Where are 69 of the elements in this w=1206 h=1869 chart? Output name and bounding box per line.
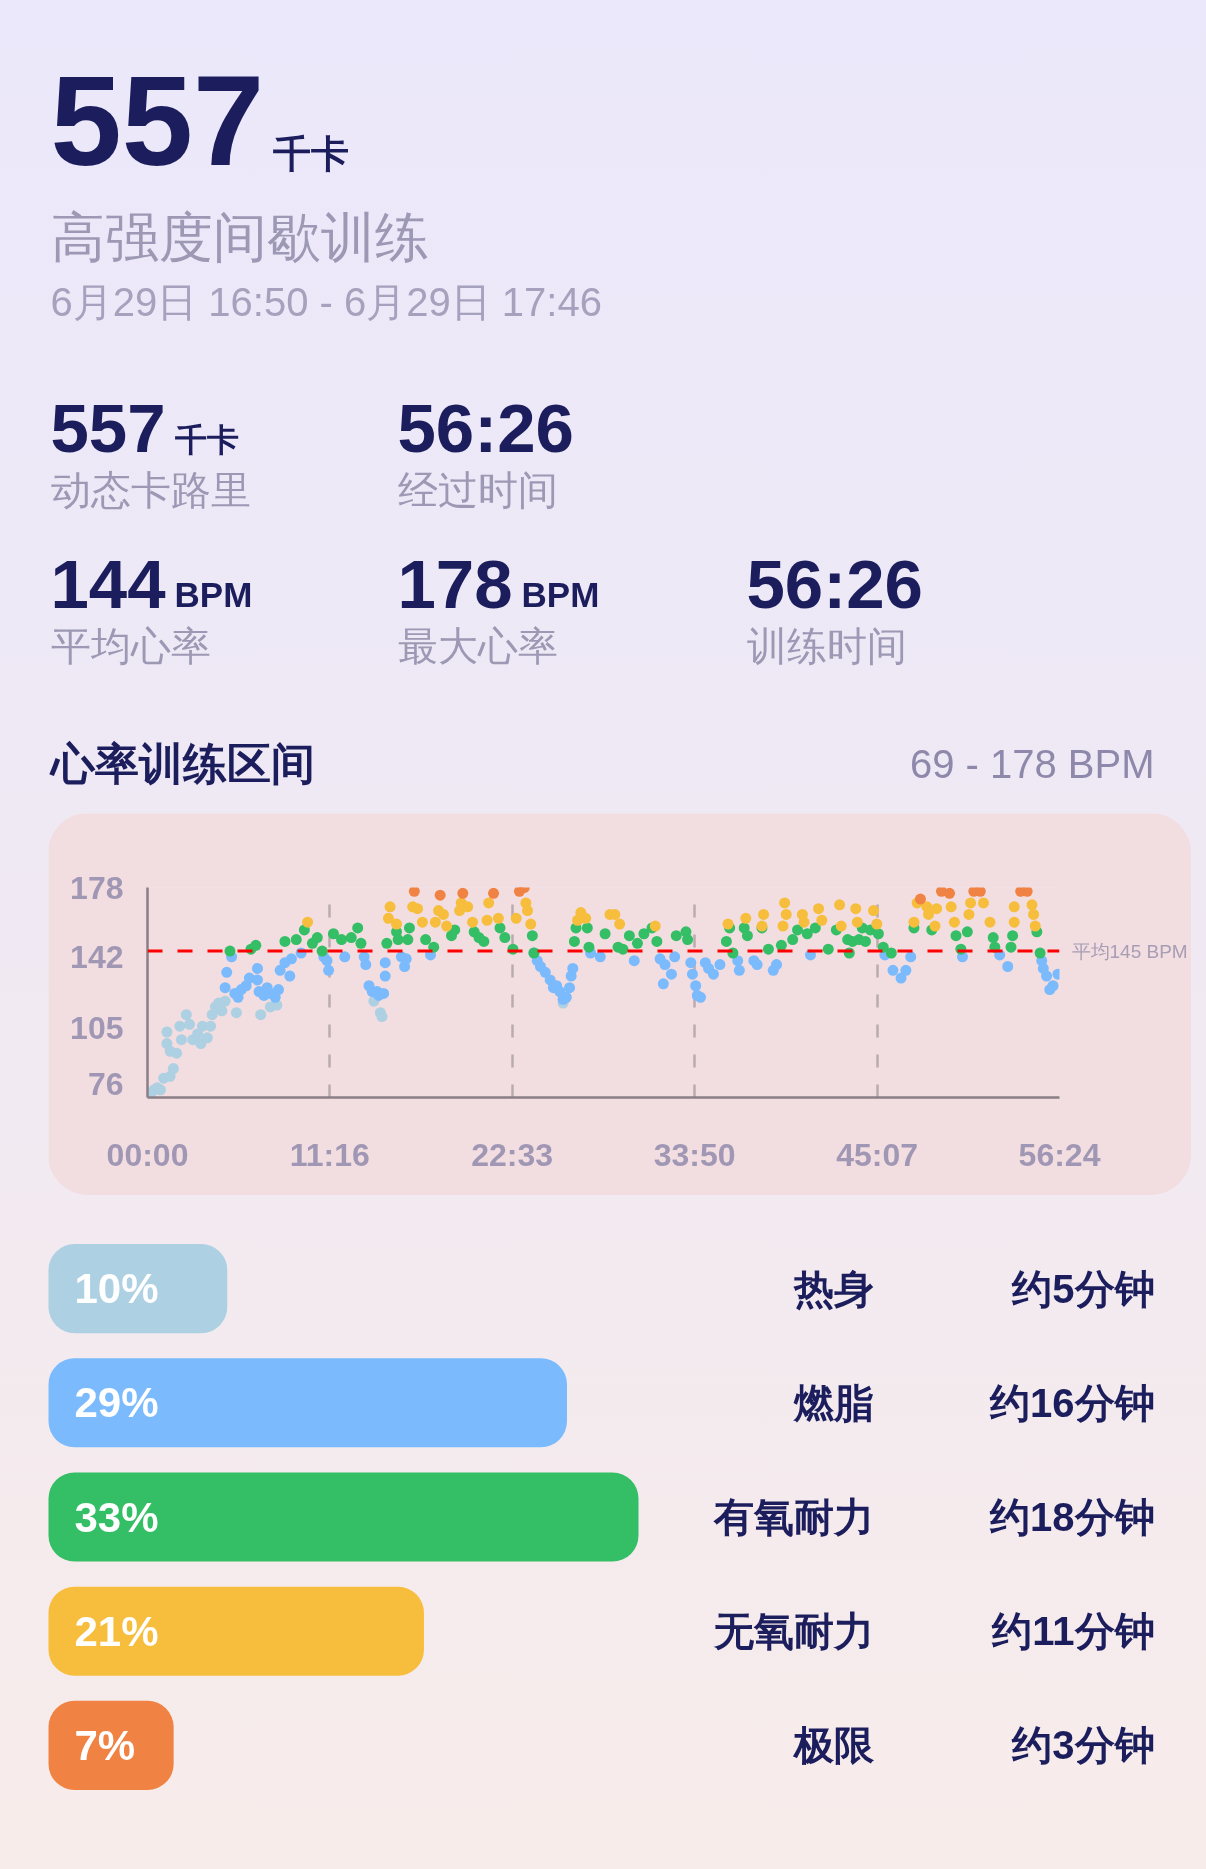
text: 平均心率 — [50, 623, 211, 668]
bar — [48, 1586, 424, 1676]
y-tick-label: 燃脂 — [792, 1380, 874, 1425]
text: 约5分钟 — [1011, 1266, 1155, 1311]
chart-title: 心率训练区间 — [48, 739, 315, 788]
point — [205, 1020, 217, 1032]
text: BPM — [521, 575, 600, 614]
text: 约18分钟 — [989, 1495, 1155, 1539]
point — [201, 1032, 213, 1044]
point — [488, 887, 500, 899]
data-label: 29% — [74, 1379, 159, 1427]
y-tick-label: 142 — [70, 938, 124, 975]
point — [184, 1018, 196, 1030]
point — [161, 1026, 173, 1038]
text: 千卡 — [173, 421, 239, 458]
bar — [48, 1358, 567, 1448]
x-tick-label: 33:50 — [653, 1136, 736, 1173]
text: BPM — [174, 575, 253, 614]
point — [914, 893, 926, 905]
text: 高强度间歇训练 — [50, 206, 429, 267]
data-label: 10% — [74, 1265, 159, 1313]
point — [255, 1009, 267, 1021]
bar — [48, 1244, 228, 1334]
text: 约11分钟 — [991, 1609, 1155, 1654]
x-tick-label: 11:16 — [289, 1136, 370, 1173]
text: 144 — [50, 546, 166, 623]
text: 经过时间 — [397, 467, 558, 512]
text: 557 — [50, 390, 166, 467]
point — [457, 887, 469, 899]
y-tick-label: 有氧耐力 — [712, 1495, 874, 1539]
point — [174, 1020, 186, 1032]
point — [180, 1009, 192, 1021]
text: 56:26 — [397, 390, 574, 467]
y-tick-label: 178 — [70, 869, 124, 906]
text: 56:26 — [746, 546, 923, 623]
point — [175, 1034, 187, 1046]
text: 557 — [50, 49, 265, 192]
x-tick-label: 56:24 — [1018, 1136, 1101, 1173]
ref-line-label: 平均145 BPM — [1071, 940, 1188, 962]
point — [376, 1011, 388, 1023]
point — [408, 887, 420, 897]
point — [230, 1007, 242, 1019]
data-label: 33% — [74, 1493, 159, 1541]
point — [434, 889, 446, 901]
bar — [48, 1700, 174, 1790]
y-tick-label: 76 — [87, 1066, 124, 1103]
bar — [48, 1472, 639, 1562]
text: 最大心率 — [397, 623, 558, 668]
data-label: 21% — [74, 1607, 159, 1655]
text: 约16分钟 — [989, 1380, 1155, 1425]
x-tick-label: 45:07 — [836, 1136, 918, 1173]
x-tick-label: 00:00 — [106, 1136, 189, 1173]
data-label: 7% — [74, 1721, 136, 1769]
text: 动态卡路里 — [50, 467, 251, 512]
chart-subtitle: 69 - 178 BPM — [909, 741, 1155, 786]
text: 训练时间 — [746, 623, 907, 668]
point — [216, 1005, 228, 1017]
point — [167, 1063, 179, 1075]
text: 千卡 — [273, 132, 349, 175]
x-tick-label: 22:33 — [471, 1136, 554, 1173]
y-tick-label: 极限 — [791, 1723, 875, 1768]
text: 约3分钟 — [1011, 1723, 1155, 1768]
y-tick-label: 无氧耐力 — [712, 1609, 874, 1654]
y-tick-label: 热身 — [792, 1266, 874, 1311]
point — [171, 1047, 183, 1059]
point — [944, 887, 956, 899]
text: 178 — [397, 546, 513, 623]
text: 6月29日 16:50 - 6月29日 17:46 — [50, 279, 602, 324]
y-tick-label: 105 — [70, 1010, 124, 1047]
